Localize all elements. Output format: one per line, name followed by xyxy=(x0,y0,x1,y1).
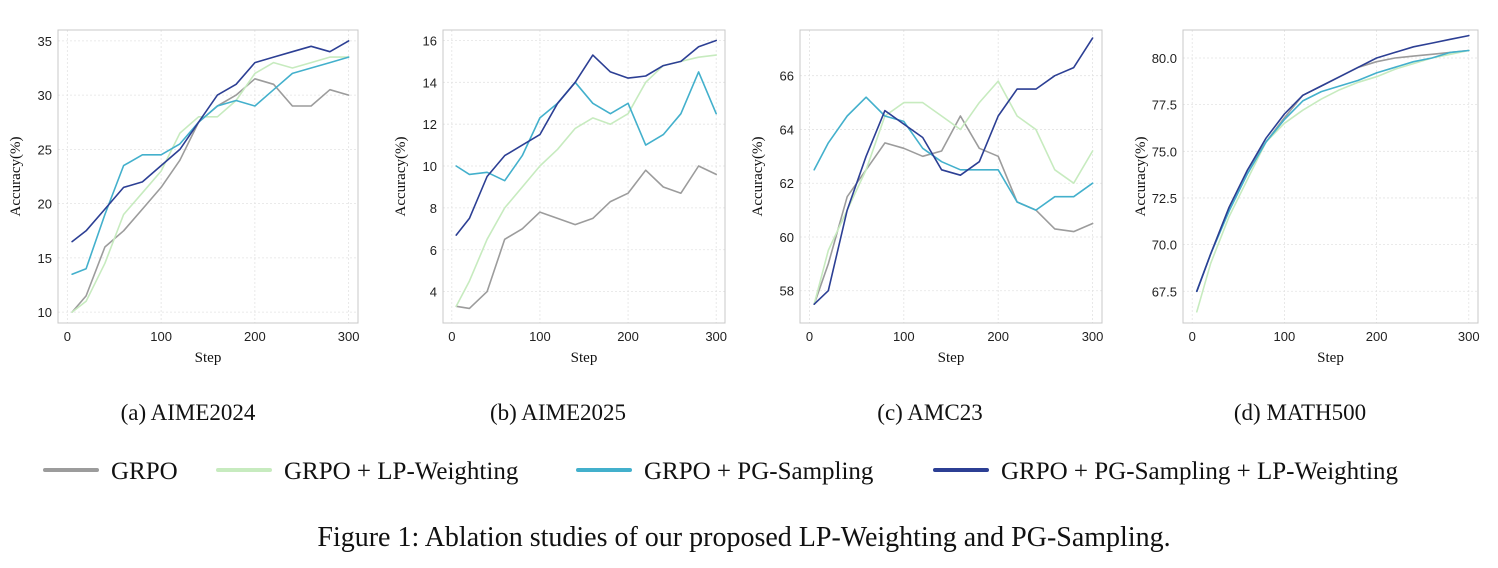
x-axis-label: Step xyxy=(195,350,222,366)
x-tick-label: 200 xyxy=(617,329,639,344)
legend-label: GRPO + PG-Sampling + LP-Weighting xyxy=(1001,458,1399,485)
y-tick-label: 66 xyxy=(780,69,794,84)
panel-caption: (c) AMC23 xyxy=(877,400,982,425)
series-line-2 xyxy=(71,56,350,313)
chart-panel-3: 58 60 62 64 66 0 100 200 300 Step Accuracy(%) (c) A… xyxy=(750,29,1104,425)
x-tick-label: 0 xyxy=(806,329,813,344)
legend-item: GRPO + PG-Sampling + LP-Weighting xyxy=(933,458,1399,485)
x-tick-label: 100 xyxy=(150,329,172,344)
y-tick-label: 58 xyxy=(780,284,794,299)
y-axis-label: Accuracy(%) xyxy=(750,137,766,217)
y-tick-label: 80.0 xyxy=(1152,51,1177,66)
series-line-4 xyxy=(813,37,1094,306)
x-tick-label: 0 xyxy=(1189,329,1196,344)
legend-item: GRPO + PG-Sampling xyxy=(576,458,874,485)
x-tick-label: 300 xyxy=(338,329,360,344)
y-tick-label: 30 xyxy=(38,88,52,103)
legend-label: GRPO + LP-Weighting xyxy=(284,458,519,485)
series-line-2 xyxy=(813,80,1094,306)
series-line-3 xyxy=(1196,49,1470,293)
x-tick-label: 100 xyxy=(893,329,915,344)
y-axis-label: Accuracy(%) xyxy=(1133,137,1149,217)
x-tick-label: 200 xyxy=(244,329,266,344)
x-tick-label: 0 xyxy=(448,329,455,344)
panel-caption: (a) AIME2024 xyxy=(121,400,256,425)
series-line-3 xyxy=(813,96,1094,211)
y-tick-label: 67.5 xyxy=(1152,284,1177,299)
y-tick-label: 12 xyxy=(423,117,437,132)
series-line-4 xyxy=(455,39,718,236)
x-tick-label: 300 xyxy=(705,329,727,344)
series-line-1 xyxy=(813,115,1094,306)
y-tick-label: 35 xyxy=(38,34,52,49)
series-line-1 xyxy=(71,78,350,313)
y-tick-label: 20 xyxy=(38,197,52,212)
series-line-1 xyxy=(455,165,718,310)
panel-caption: (d) MATH500 xyxy=(1234,400,1366,425)
y-tick-label: 60 xyxy=(780,230,794,245)
chart-panel-4: 67.5 70.0 72.5 75.0 77.5 80.0 0 100 200 300 Step Ac… xyxy=(1133,29,1480,425)
y-tick-label: 72.5 xyxy=(1152,191,1177,206)
plot-frame xyxy=(799,29,1103,324)
series-line-3 xyxy=(455,71,718,182)
chart-panel-1: 10 15 20 25 30 35 0 100 200 300 Step Accuracy(%) (a)… xyxy=(8,29,360,425)
legend-label: GRPO + PG-Sampling xyxy=(644,458,874,485)
series-line-4 xyxy=(1196,34,1470,293)
y-axis-label: Accuracy(%) xyxy=(8,137,24,217)
plot-frame xyxy=(442,29,726,324)
y-tick-label: 8 xyxy=(430,201,437,216)
x-tick-label: 200 xyxy=(1366,329,1388,344)
legend-item: GRPO xyxy=(43,458,178,485)
y-tick-label: 10 xyxy=(38,305,52,320)
x-axis-label: Step xyxy=(938,350,965,366)
x-tick-label: 300 xyxy=(1458,329,1480,344)
x-axis-label: Step xyxy=(571,350,598,366)
figure-caption: Figure 1: Ablation studies of our propos… xyxy=(317,522,1170,553)
y-tick-label: 15 xyxy=(38,251,52,266)
legend: GRPO GRPO + LP-Weighting GRPO + PG-Samplin… xyxy=(43,458,1399,485)
y-tick-label: 14 xyxy=(423,75,437,90)
series-line-1 xyxy=(1196,49,1470,293)
series-line-2 xyxy=(1196,49,1470,313)
y-tick-label: 64 xyxy=(780,122,794,137)
y-tick-label: 10 xyxy=(423,159,437,174)
y-tick-label: 62 xyxy=(780,176,794,191)
y-tick-label: 77.5 xyxy=(1152,98,1177,113)
x-tick-label: 100 xyxy=(529,329,551,344)
series-line-4 xyxy=(71,40,350,243)
y-tick-label: 75.0 xyxy=(1152,144,1177,159)
chart-panel-2: 4 6 8 10 12 14 16 0 100 200 300 Step Accuracy(%) (b) … xyxy=(393,29,727,425)
x-tick-label: 0 xyxy=(64,329,71,344)
plot-frame xyxy=(57,29,359,324)
y-tick-label: 4 xyxy=(430,285,437,300)
x-tick-label: 100 xyxy=(1274,329,1296,344)
legend-label: GRPO xyxy=(111,458,178,485)
y-axis-label: Accuracy(%) xyxy=(393,137,409,217)
x-tick-label: 300 xyxy=(1082,329,1104,344)
y-tick-label: 70.0 xyxy=(1152,238,1177,253)
series-line-3 xyxy=(71,56,350,276)
y-tick-label: 6 xyxy=(430,243,437,258)
legend-item: GRPO + LP-Weighting xyxy=(216,458,519,485)
y-tick-label: 16 xyxy=(423,33,437,48)
panel-caption: (b) AIME2025 xyxy=(490,400,626,425)
plot-frame xyxy=(1182,29,1479,324)
x-axis-label: Step xyxy=(1317,350,1344,366)
x-tick-label: 200 xyxy=(987,329,1009,344)
y-tick-label: 25 xyxy=(38,142,52,157)
